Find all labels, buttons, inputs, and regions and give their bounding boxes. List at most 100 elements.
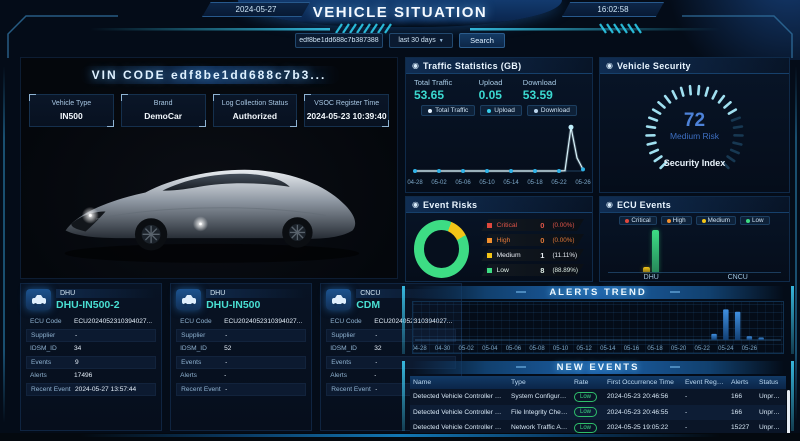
row-label: Supplier — [331, 331, 356, 339]
risk-row-critical: Critical 0 (0.00%) — [481, 219, 584, 231]
svg-text:05-22: 05-22 — [551, 180, 567, 186]
svg-text:05-24: 05-24 — [718, 346, 734, 352]
recent-event-row: Recent Event 2024-05-27 13:57:44 — [26, 382, 157, 396]
target-icon: ◉ — [606, 60, 613, 70]
row-value: - — [75, 331, 78, 339]
traffic-line-chart: 04-28 05-02 05-06 05-10 05-14 05-18 05-22 05-26 — [407, 124, 591, 186]
alerts-trend-bar-chart: 04-28 04-30 05-02 05-04 05-06 05-08 05-10 05-12… — [411, 301, 784, 354]
risk-count: 8 — [540, 265, 545, 275]
col-rate: Rate — [574, 379, 589, 386]
table-scrollbar[interactable] — [787, 390, 790, 436]
alerts-row: Alerts - — [176, 369, 306, 383]
alerts-row: Alerts 17496 — [26, 369, 156, 383]
security-score: 72 — [683, 110, 706, 131]
svg-text:05-10: 05-10 — [553, 346, 569, 352]
row-label: ECU Code — [330, 318, 362, 326]
date-range-select[interactable]: last 30 days ▼ — [389, 33, 453, 48]
svg-text:04-30: 04-30 — [435, 346, 451, 352]
table-row[interactable]: Detected Vehicle Controller Sys... File … — [410, 404, 786, 420]
panel-header: ◉ Event Risks — [406, 197, 592, 213]
download-stat: Download 53.59 — [523, 78, 584, 102]
traffic-stats: Total Traffic 53.65 Upload 0.05 Download… — [406, 74, 592, 102]
stat-value: 53.59 — [522, 88, 553, 102]
category-label-dhu: DHU — [643, 274, 659, 281]
svg-text:05-10: 05-10 — [479, 180, 495, 186]
swatch — [487, 252, 493, 258]
legend-total-traffic[interactable]: Total Traffic — [421, 105, 476, 116]
table-row[interactable]: Detected Vehicle Controller Cri... Syste… — [410, 389, 786, 405]
vin-search-input[interactable] — [295, 33, 383, 48]
ecu-card-dhu-in500[interactable]: DHU DHU-IN500 ECU Code ECU202405231039402… — [170, 283, 313, 431]
row-label: Recent Event — [31, 385, 71, 393]
legend-download[interactable]: Download — [526, 105, 577, 116]
svg-text:05-18: 05-18 — [647, 346, 663, 352]
svg-text:05-08: 05-08 — [529, 346, 545, 352]
risk-pct: (0.00%) — [552, 221, 575, 229]
col-event-regions: Event Regions — [685, 379, 728, 386]
field-value: Authorized — [232, 111, 278, 121]
col-status: Status — [759, 379, 779, 386]
ecu-name: CDM — [356, 299, 381, 311]
vehicle-image — [64, 169, 360, 263]
row-label: ECU Code — [180, 318, 212, 326]
row-label: Supplier — [31, 331, 56, 339]
svg-text:05-06: 05-06 — [506, 346, 522, 352]
new-events-section: NEW EVENTS Name Type Rate First Occurren… — [402, 361, 794, 436]
new-events-table: Name Type Rate First Occurrence Time Eve… — [410, 376, 790, 436]
row-value: - — [224, 372, 227, 380]
events-row: Events 9 — [26, 355, 157, 369]
row-value: 2024-05-27 13:57:44 — [75, 385, 137, 393]
brand-field: Brand DemoCar — [120, 94, 206, 127]
svg-text:05-04: 05-04 — [482, 346, 498, 352]
panel-title: Vehicle Security — [616, 60, 691, 71]
col-type: Type — [511, 379, 526, 386]
ecu-card-dhu-in500-2[interactable]: DHU DHU-IN500-2 ECU Code ECU2024052310394… — [20, 283, 163, 431]
event-risks-panel: ◉ Event Risks Critical 0 (0.00%) High 0 … — [405, 196, 593, 282]
panel-header: ◉ ECU Events — [600, 197, 789, 213]
stat-value: 53.65 — [414, 88, 445, 102]
panel-header: ◉ Vehicle Security — [600, 58, 789, 74]
ecu-type-badge: DHU — [206, 289, 307, 298]
row-label: IDSM_ID — [330, 345, 357, 353]
target-icon: ◉ — [412, 199, 419, 209]
legend-label: High — [672, 217, 686, 224]
legend-high[interactable]: High — [660, 216, 692, 225]
legend-critical[interactable]: Critical — [619, 216, 657, 225]
svg-text:05-14: 05-14 — [600, 346, 616, 352]
bar-group-dhu — [608, 227, 695, 272]
legend-dot — [533, 108, 538, 113]
row-value: - — [374, 372, 377, 380]
ecu-events-panel: ◉ ECU Events Critical High Medium Low DH… — [599, 196, 790, 282]
stat-label: Upload — [478, 78, 503, 87]
row-label: Recent Event — [331, 385, 371, 393]
target-icon: ◉ — [412, 60, 419, 70]
panel-header: ◉ Traffic Statistics (GB) — [406, 58, 592, 74]
chevron-down-icon: ▼ — [438, 37, 444, 44]
legend-upload[interactable]: Upload — [480, 105, 522, 116]
legend-low[interactable]: Low — [740, 216, 770, 225]
legend-dot — [428, 108, 433, 113]
ecu-type-badge: DHU — [56, 289, 157, 298]
risk-pct: (0.00%) — [552, 236, 575, 244]
row-value: - — [375, 331, 378, 339]
date-chip: 2024-05-27 — [202, 2, 310, 17]
svg-text:05-26: 05-26 — [742, 346, 758, 352]
search-button[interactable]: Search — [459, 33, 505, 48]
risk-row-low: Low 8 (88.89%) — [481, 264, 584, 276]
rate-badge: Low — [574, 407, 598, 418]
svg-text:05-02: 05-02 — [459, 346, 475, 352]
vin-code-title: VIN CODE edf8be1dd688c7b3... — [91, 68, 327, 82]
legend-medium[interactable]: Medium — [695, 216, 737, 225]
swatch — [487, 237, 493, 243]
ecu-device-icon — [26, 289, 51, 310]
ecu-code-row: ECU Code ECU2024052310394027... — [176, 315, 306, 329]
rate-badge: Low — [574, 391, 598, 402]
field-label: Vehicle Type — [51, 100, 92, 107]
legend-dot — [487, 108, 492, 113]
row-value: 52 — [224, 345, 232, 353]
row-value: - — [225, 331, 228, 339]
table-row[interactable]: Detected Vehicle Controller Ne... Networ… — [410, 420, 786, 436]
supplier-row: Supplier - — [26, 328, 157, 342]
risk-row-high: High 0 (0.00%) — [481, 234, 584, 246]
bar-group-cncu — [695, 227, 782, 272]
